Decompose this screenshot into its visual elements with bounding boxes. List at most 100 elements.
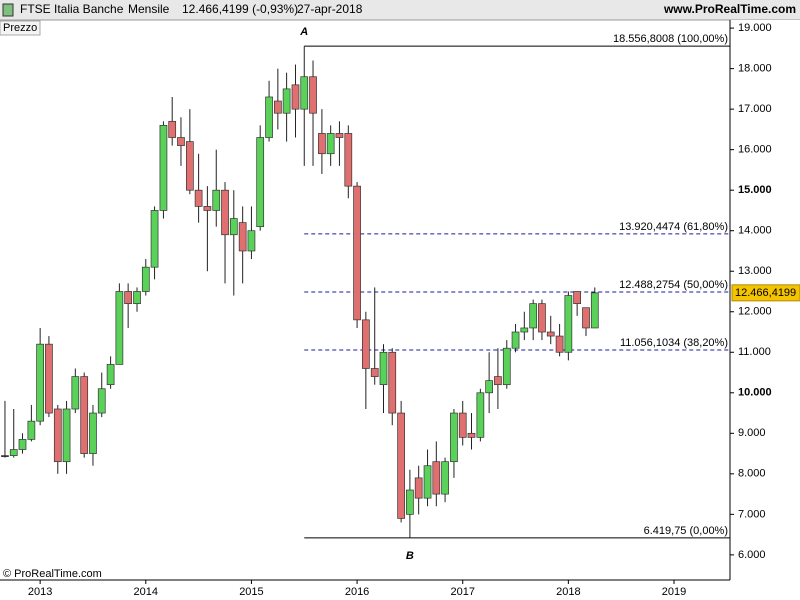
candle-body: [379, 351, 388, 386]
candle-body: [546, 331, 555, 337]
y-tick-label: 15.000: [738, 184, 772, 196]
candle-body: [221, 189, 229, 236]
candle-body: [150, 210, 159, 268]
candle-body: [529, 303, 538, 329]
candle-body: [458, 412, 467, 438]
candle-body: [273, 100, 282, 114]
fib-level-label: 12.488,2754 (50,00%): [619, 279, 728, 291]
candle-body: [1, 455, 9, 457]
candle-body: [194, 189, 203, 207]
last-quote: 12.466,4199 (-0,93%): [182, 2, 298, 16]
candle-body: [406, 489, 414, 515]
candle-body: [582, 307, 590, 329]
candle-body: [344, 133, 353, 187]
candle-body: [511, 331, 520, 349]
candle-body: [159, 125, 168, 211]
copyright: © ProRealTime.com: [3, 568, 102, 580]
fib-level-label: 6.419,75 (0,00%): [644, 525, 728, 537]
y-tick-label: 18.000: [738, 63, 772, 75]
x-tick-label: 2013: [28, 586, 52, 598]
candle-body: [212, 189, 221, 211]
candle-body: [467, 432, 476, 438]
candle-body: [291, 84, 300, 110]
candle-body: [485, 380, 493, 394]
candle-body: [423, 465, 432, 499]
candle-body: [256, 137, 265, 228]
fib-level-label: 18.556,8008 (100,00%): [613, 33, 728, 45]
candle-body: [185, 141, 194, 191]
candle-body: [326, 133, 335, 155]
candle-body: [124, 291, 132, 304]
candle-body: [494, 376, 502, 386]
period: Mensile: [128, 2, 170, 16]
candle-body: [229, 218, 238, 236]
candle-body: [45, 343, 53, 414]
x-tick-label: 2014: [134, 586, 158, 598]
candle-body: [388, 351, 397, 414]
candle-body: [282, 88, 291, 114]
candle-body: [353, 185, 361, 321]
candle-body: [115, 291, 124, 365]
fib-level-label: 13.920,4474 (61,80%): [619, 221, 728, 233]
candle-body: [432, 461, 441, 495]
candle-body: [36, 343, 44, 422]
annotation: B: [406, 550, 414, 562]
y-tick-label: 8.000: [738, 468, 766, 480]
y-tick-label: 10.000: [738, 387, 772, 399]
last-price-box: [731, 284, 800, 302]
y-tick-label: 13.000: [738, 265, 772, 277]
candle-body: [370, 368, 379, 377]
candle-body: [476, 392, 485, 438]
instrument-name: FTSE Italia Banche: [20, 2, 124, 16]
candle-body: [361, 319, 370, 369]
candle-body: [590, 292, 599, 329]
candle-body: [318, 133, 326, 155]
candle-body: [502, 347, 511, 386]
x-tick-label: 2017: [450, 586, 474, 598]
candle-body: [397, 412, 405, 519]
candle-body: [520, 327, 529, 333]
candle-body: [238, 222, 247, 252]
candle-body: [573, 291, 581, 304]
candle-body: [168, 120, 177, 138]
candle-body: [18, 439, 27, 450]
y-tick-label: 9.000: [738, 427, 766, 439]
candle-body: [97, 388, 106, 414]
x-tick-label: 2016: [345, 586, 369, 598]
x-tick-label: 2018: [556, 586, 580, 598]
candle-body: [247, 230, 256, 252]
candle-body: [300, 76, 309, 110]
y-tick-label: 12.000: [738, 306, 772, 318]
candle-body: [177, 137, 185, 146]
candle-body: [450, 412, 458, 463]
candle-body: [80, 376, 89, 454]
candle-body: [335, 133, 344, 138]
candle-body: [203, 206, 212, 211]
quote-date: 27-apr-2018: [297, 2, 363, 16]
header-bar: [0, 0, 800, 20]
candle-body: [555, 335, 564, 353]
candle-body: [309, 76, 317, 114]
candle-body: [89, 412, 97, 454]
y-tick-label: 11.000: [738, 346, 771, 358]
candle-body: [133, 291, 141, 304]
y-axis-panel: [730, 20, 800, 600]
candle-body: [414, 477, 423, 499]
candle-body: [141, 266, 150, 292]
panel-label-box: [0, 20, 41, 36]
candle-body: [106, 364, 115, 386]
candle-body: [9, 449, 18, 456]
panel-label: Prezzo: [3, 22, 37, 34]
y-tick-label: 7.000: [738, 508, 766, 520]
candle-body: [538, 303, 546, 333]
candle-body: [71, 376, 80, 410]
fib-level-label: 11.056,1034 (38,20%): [620, 337, 728, 349]
y-tick-label: 17.000: [738, 103, 772, 115]
source[interactable]: www.ProRealTime.com: [663, 2, 796, 16]
y-tick-label: 19.000: [738, 22, 772, 34]
y-tick-label: 16.000: [738, 144, 772, 156]
last-price-label: 12.466,4199: [735, 287, 796, 299]
x-tick-label: 2019: [662, 586, 686, 598]
app-icon[interactable]: [2, 3, 14, 17]
